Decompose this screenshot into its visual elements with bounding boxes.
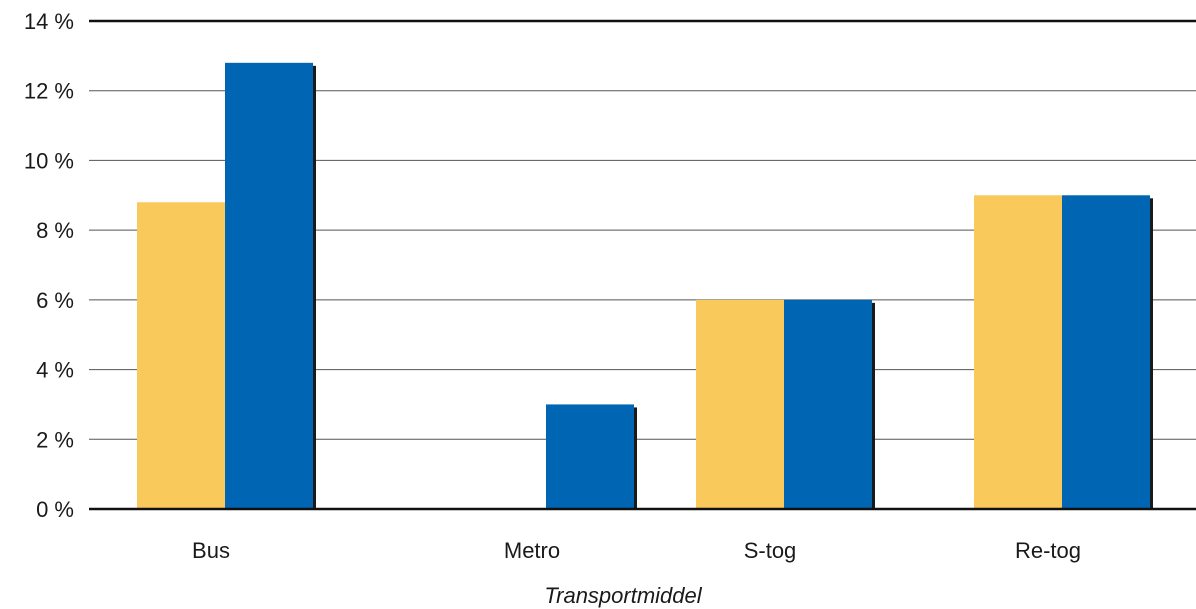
x-axis-title: Transportmiddel — [544, 583, 702, 608]
x-category-label: Bus — [192, 538, 230, 563]
bar — [225, 62, 313, 509]
x-category-label: S-tog — [744, 538, 797, 563]
bar — [784, 299, 872, 509]
y-axis-tick-labels: 0 % 2 % 4 % 6 % 8 % 10 % 12 % 14 % — [24, 9, 74, 522]
y-tick-label: 10 % — [24, 148, 74, 173]
y-tick-label: 14 % — [24, 9, 74, 34]
y-tick-label: 6 % — [36, 288, 74, 313]
y-tick-label: 12 % — [24, 79, 74, 104]
y-tick-label: 0 % — [36, 497, 74, 522]
y-tick-label: 8 % — [36, 218, 74, 243]
x-category-label: Re-tog — [1015, 538, 1081, 563]
bar — [974, 195, 1062, 510]
bar — [546, 404, 634, 509]
x-category-label: Metro — [504, 538, 560, 563]
bar — [137, 202, 225, 509]
x-axis-category-labels: Bus Metro S-tog Re-tog — [192, 538, 1081, 563]
bar — [696, 299, 784, 509]
bar — [1062, 195, 1150, 510]
y-tick-label: 2 % — [36, 427, 74, 452]
y-tick-label: 4 % — [36, 358, 74, 383]
bars — [137, 62, 1153, 510]
